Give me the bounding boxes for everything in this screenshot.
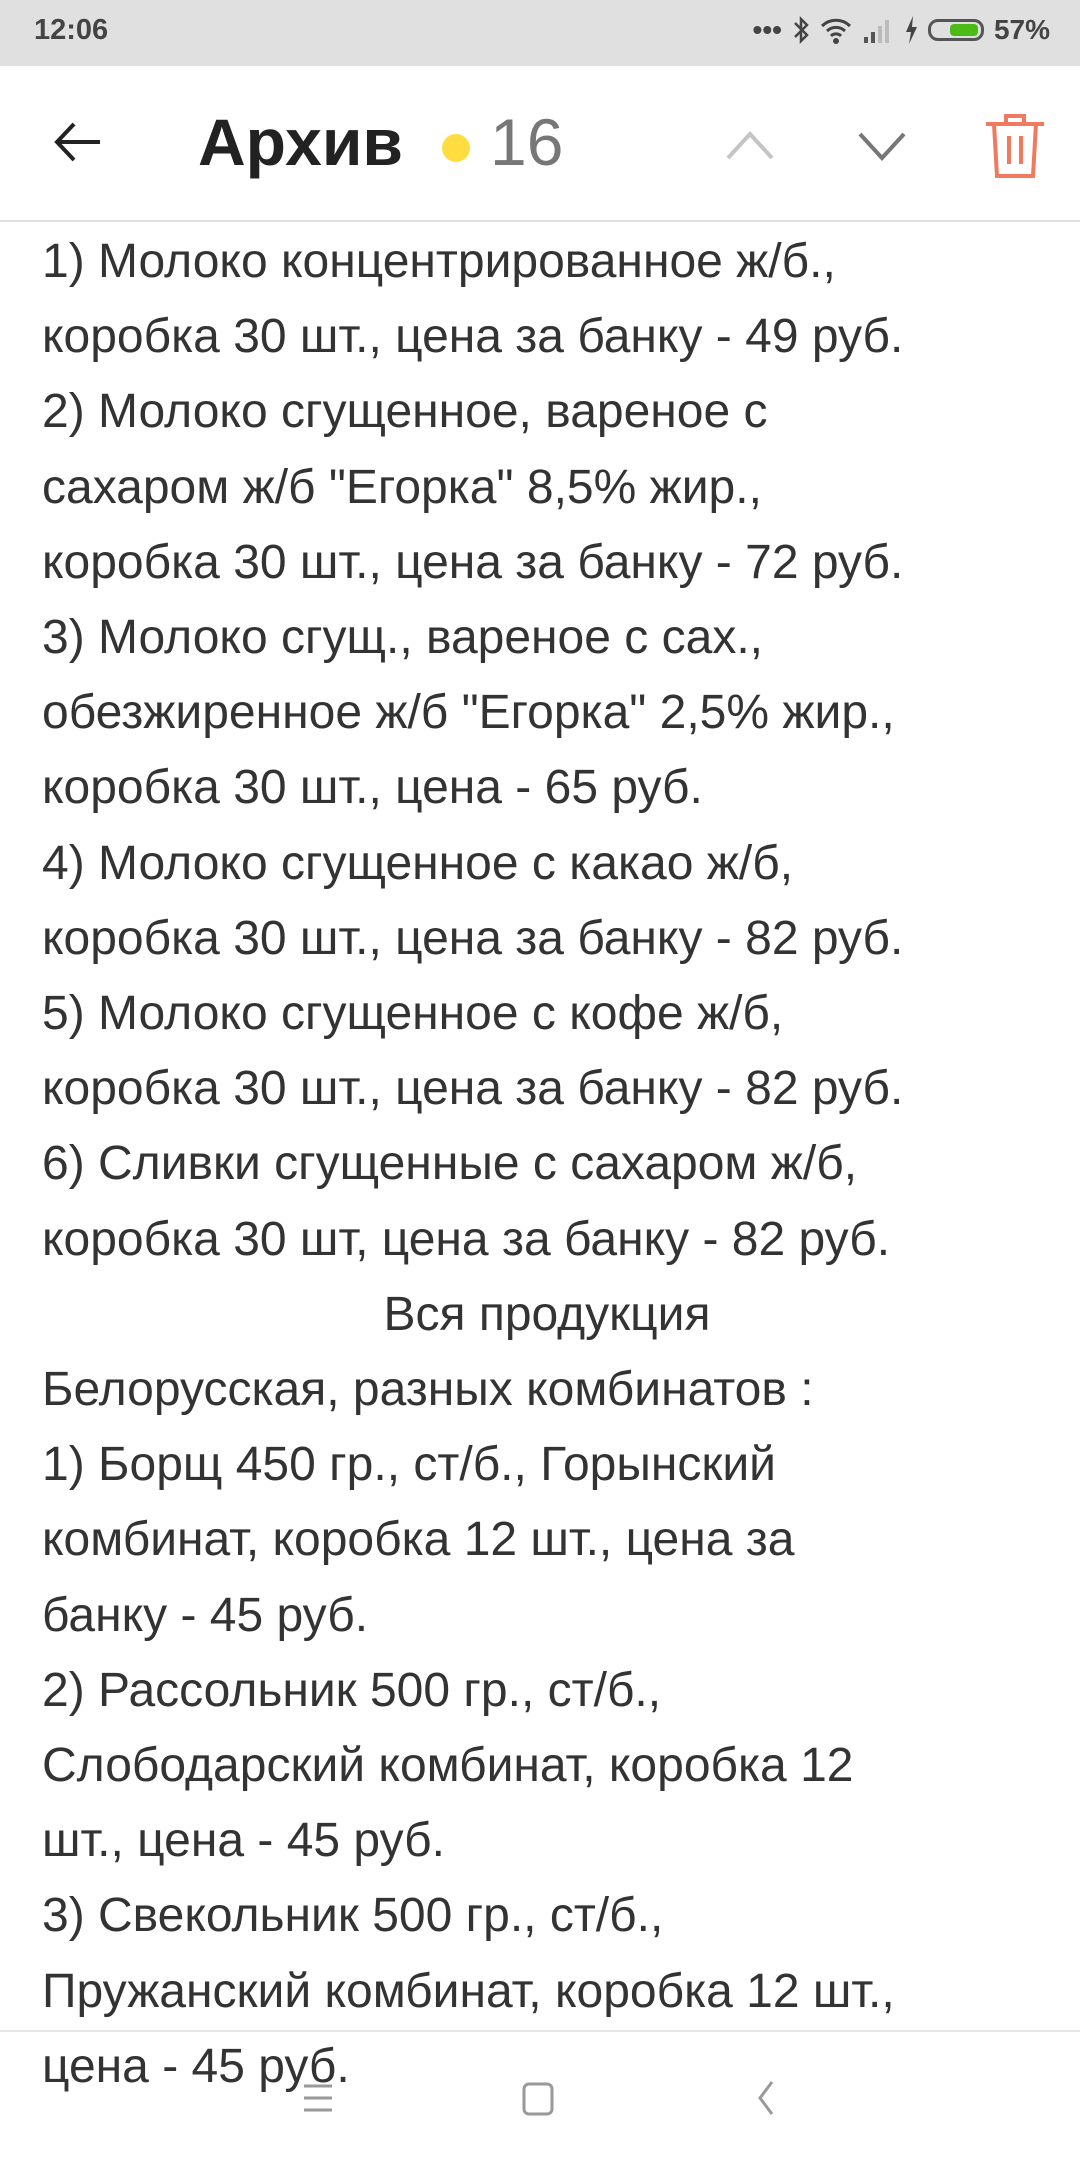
trash-icon[interactable] — [980, 110, 1050, 180]
message-line: 5) Молоко сгущенное с кофе ж/б, — [42, 987, 784, 1041]
app-header: Архив 16 — [0, 66, 1080, 222]
message-line: коробка 30 шт., цена за банку - 49 руб. — [42, 310, 904, 364]
message-line: шт., цена - 45 руб. — [42, 1814, 445, 1868]
home-icon[interactable] — [522, 2082, 554, 2116]
chevron-down-icon[interactable] — [852, 116, 912, 176]
bluetooth-icon — [794, 15, 809, 45]
wifi-icon — [820, 18, 852, 44]
message-line: 2) Молоко сгущенное, вареное с — [42, 385, 768, 439]
battery-icon — [927, 19, 984, 41]
message-line: 2) Рассольник 500 гр., ст/б., — [42, 1663, 662, 1717]
message-line: банку - 45 руб. — [42, 1588, 369, 1642]
unread-dot — [442, 134, 470, 162]
menu-icon[interactable] — [302, 2082, 334, 2114]
message-line: 6) Сливки сгущенные с сахаром ж/б, — [42, 1137, 858, 1191]
system-nav-bar — [0, 2030, 1080, 2162]
more-dots-icon: ••• — [752, 14, 782, 45]
message-line: 3) Свекольник 500 гр., ст/б., — [42, 1889, 664, 1943]
message-line: 3) Молоко сгущ., вареное с сах., — [42, 611, 763, 665]
status-bar: 12:06 ••• 57% — [0, 0, 1080, 66]
message-line: коробка 30 шт., цена - 65 руб. — [42, 761, 703, 815]
battery-percent: 57% — [993, 14, 1050, 45]
message-line: коробка 30 шт., цена за банку - 72 руб. — [42, 535, 904, 589]
message-line: Вся продукция — [383, 1287, 711, 1341]
status-icons: ••• 57% — [753, 14, 1050, 46]
message-line: сахаром ж/б "Егорка" 8,5% жир., — [42, 460, 762, 514]
message-line: коробка 30 шт, цена за банку - 82 руб. — [42, 1212, 891, 1266]
back-arrow-icon[interactable] — [50, 114, 106, 170]
message-line: цена - 45 руб. — [42, 2039, 350, 2093]
message-line: Белорусская, разных комбинатов : — [42, 1363, 814, 1417]
signal-icon — [863, 20, 889, 43]
message-line: коробка 30 шт., цена за банку - 82 руб. — [42, 911, 904, 965]
chevron-up-icon[interactable] — [720, 116, 780, 176]
status-time: 12:06 — [34, 14, 109, 46]
message-line: комбинат, коробка 12 шт., цена за — [42, 1513, 795, 1567]
message-line: Пружанский комбинат, коробка 12 шт., — [42, 1964, 895, 2018]
page-title: Архив — [198, 105, 403, 179]
back-nav-icon[interactable] — [756, 2080, 776, 2116]
charging-icon — [905, 16, 917, 44]
message-body: 1) Молоко концентрированное ж/б., коробка… — [42, 224, 1052, 2104]
message-line: коробка 30 шт., цена за банку - 82 руб. — [42, 1062, 904, 1116]
message-line: 1) Борщ 450 гр., ст/б., Горынский — [42, 1438, 776, 1492]
message-line: 4) Молоко сгущенное с какао ж/б, — [42, 836, 794, 890]
message-line: обезжиренное ж/б "Егорка" 2,5% жир., — [42, 686, 895, 740]
message-count: 16 — [490, 105, 564, 179]
message-line: 1) Молоко концентрированное ж/б., — [42, 235, 836, 288]
message-line: Слободарский комбинат, коробка 12 — [42, 1739, 854, 1793]
